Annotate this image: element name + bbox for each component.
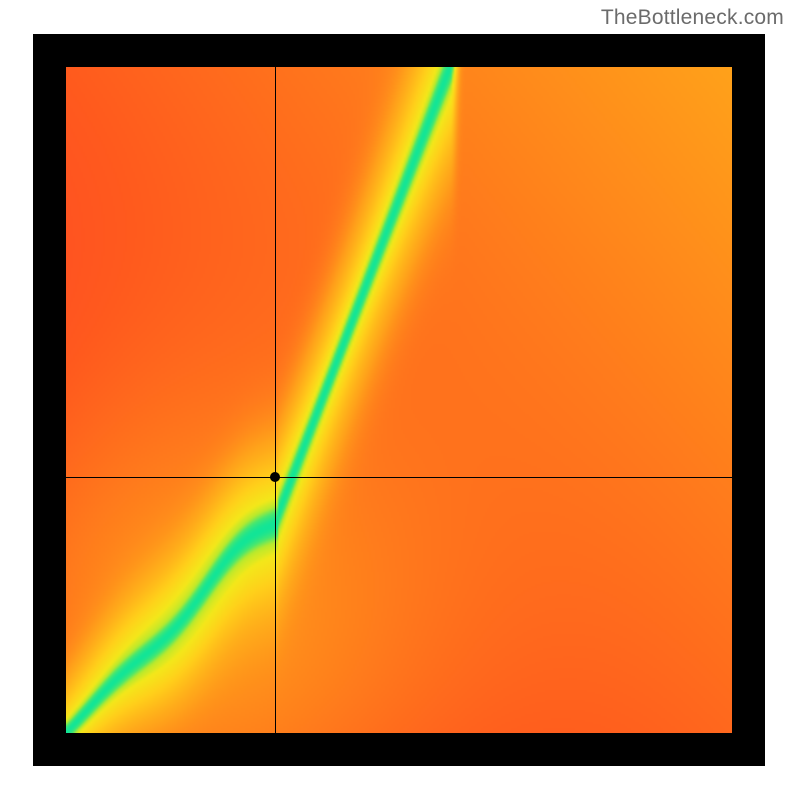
chart-container: TheBottleneck.com (0, 0, 800, 800)
watermark-text: TheBottleneck.com (601, 6, 784, 30)
crosshair-horizontal (66, 477, 732, 478)
heatmap-canvas (66, 67, 732, 733)
crosshair-vertical (275, 67, 276, 733)
